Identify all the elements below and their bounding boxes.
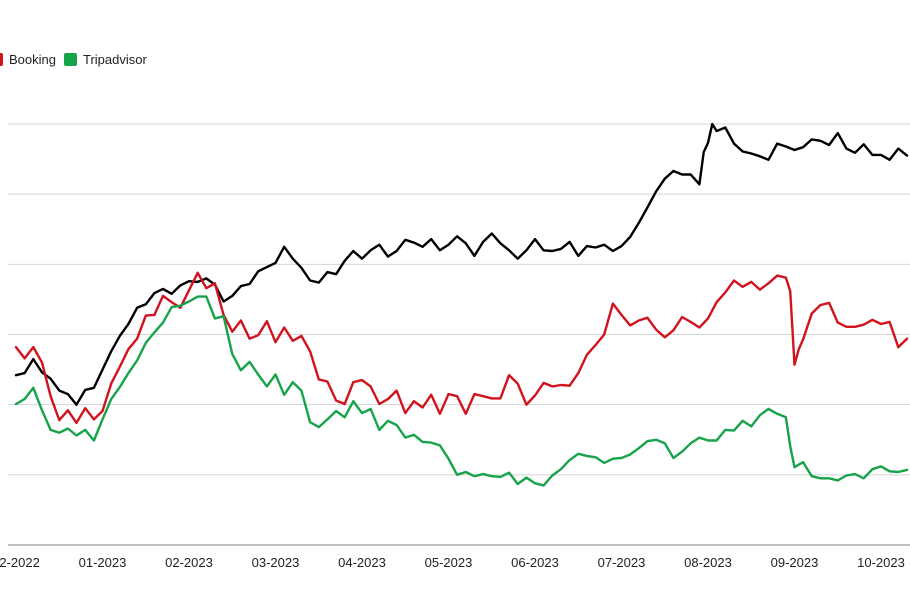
legend-label-booking: Booking [9, 51, 56, 67]
legend-label-tripadvisor: Tripadvisor [82, 51, 147, 67]
x-tick-label: 08-2023 [684, 555, 732, 570]
gridlines [8, 123, 910, 546]
x-tick-label: 01-2023 [79, 555, 127, 570]
x-tick-label: 04-2023 [338, 555, 386, 570]
x-tick-label: 12-2022 [0, 555, 40, 570]
x-tick-label: 07-2023 [598, 555, 646, 570]
x-axis-tick-labels: 12-2022 01-2023 02-2023 03-2023 04-2023 05-20… [0, 555, 905, 570]
legend-swatch-tripadvisor [63, 52, 77, 66]
legend-item-tripadvisor[interactable]: Tripadvisor [63, 51, 147, 67]
legend-item-booking[interactable]: Booking [0, 52, 56, 67]
x-tick-label: 03-2023 [252, 555, 300, 570]
series-line-tripadvisor [14, 295, 909, 487]
x-tick-label: 06-2023 [511, 555, 559, 570]
series-line-booking [14, 271, 909, 425]
x-tick-label: 10-2023 [857, 555, 905, 570]
series-lines [14, 122, 909, 487]
legend-swatch-booking [0, 52, 3, 66]
x-tick-label: 09-2023 [771, 555, 819, 570]
chart-legend: Booking Tripadvisor [0, 50, 155, 68]
x-tick-label: 02-2023 [165, 555, 213, 570]
series-line-index [14, 122, 909, 406]
x-tick-label: 05-2023 [425, 555, 473, 570]
